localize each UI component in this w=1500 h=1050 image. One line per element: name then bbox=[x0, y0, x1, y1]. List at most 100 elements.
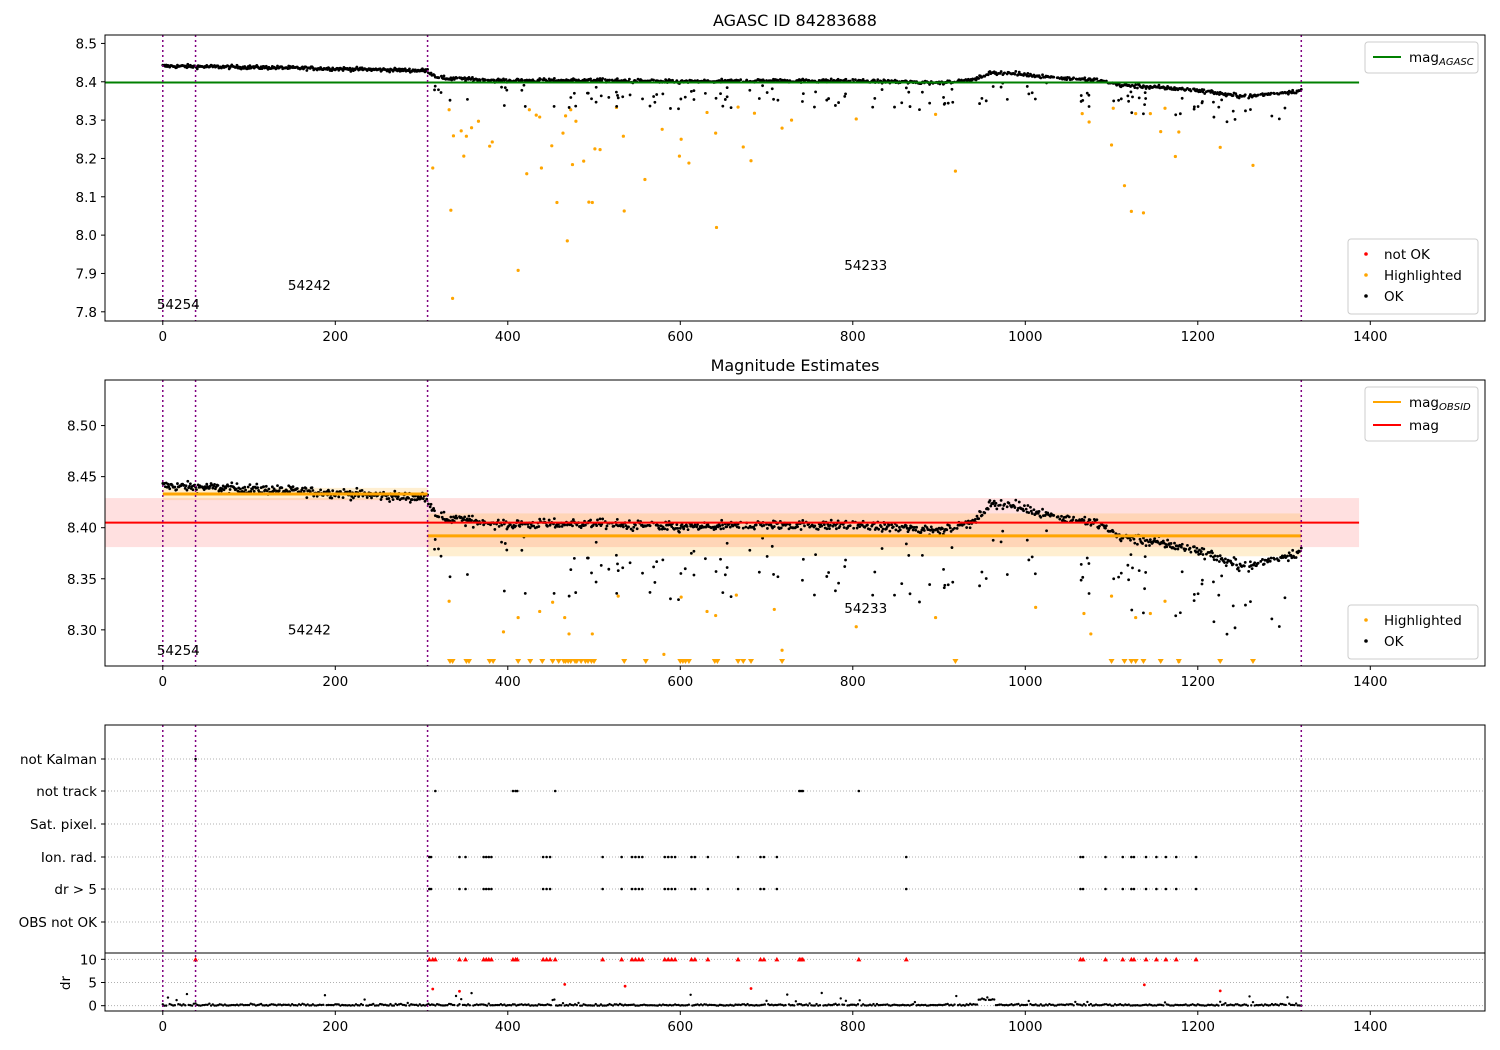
ok-point bbox=[496, 518, 500, 522]
flag-point bbox=[1121, 887, 1125, 891]
dr-point bbox=[813, 1004, 817, 1007]
dr-point bbox=[1224, 1001, 1227, 1005]
ok-point bbox=[980, 513, 984, 517]
ok-point bbox=[319, 488, 323, 492]
ok-point bbox=[166, 482, 170, 486]
dr-capped-marker bbox=[629, 956, 635, 962]
dr-point bbox=[458, 1003, 461, 1006]
dr-point bbox=[986, 996, 989, 999]
ok-point bbox=[1085, 91, 1089, 95]
ok-point bbox=[641, 571, 644, 575]
flag-point bbox=[487, 855, 491, 859]
legend-subscript: OBSID bbox=[1439, 402, 1471, 413]
x-tick-label: 400 bbox=[495, 1019, 521, 1035]
ok-point bbox=[734, 523, 737, 527]
flag-point bbox=[762, 887, 766, 891]
dr-point bbox=[175, 998, 178, 1002]
ok-point bbox=[558, 525, 561, 528]
obsid-label: 54242 bbox=[288, 278, 331, 294]
highlighted-point bbox=[516, 268, 520, 272]
ok-point bbox=[669, 597, 672, 601]
highlighted-point bbox=[780, 648, 784, 652]
y-tick-label: 8.2 bbox=[76, 151, 97, 167]
ok-point bbox=[571, 518, 575, 521]
dr-point bbox=[601, 1004, 604, 1007]
dr-point bbox=[598, 1004, 601, 1007]
ok-point bbox=[669, 107, 672, 110]
flag-point bbox=[511, 789, 515, 793]
dr-point bbox=[1248, 995, 1251, 998]
flag-point bbox=[541, 887, 545, 891]
ok-point bbox=[552, 76, 556, 80]
ok-point bbox=[365, 496, 369, 499]
ok-point bbox=[1119, 571, 1123, 575]
ok-point bbox=[682, 527, 686, 531]
dr-point bbox=[963, 1004, 967, 1007]
highlighted-point bbox=[490, 140, 494, 144]
dr-point bbox=[461, 1003, 465, 1007]
ok-point bbox=[1133, 86, 1137, 89]
y-tick-label: 8.0 bbox=[76, 228, 97, 244]
ok-point bbox=[975, 514, 979, 518]
ok-point bbox=[947, 524, 951, 527]
dr-point bbox=[872, 1002, 875, 1006]
ok-point bbox=[1212, 580, 1215, 584]
dr-point bbox=[648, 1004, 651, 1007]
ok-point bbox=[907, 90, 911, 94]
ok-point bbox=[851, 78, 855, 81]
flag-point bbox=[690, 887, 693, 891]
ok-point bbox=[655, 93, 659, 96]
ok-point bbox=[168, 487, 172, 491]
highlighted-point bbox=[527, 108, 531, 112]
ok-point bbox=[500, 540, 503, 544]
ok-point bbox=[464, 524, 467, 528]
ok-point bbox=[1098, 524, 1101, 528]
dr-point bbox=[625, 1004, 629, 1007]
below-range-marker bbox=[1249, 659, 1256, 664]
ok-point bbox=[695, 525, 699, 529]
flag-point bbox=[663, 855, 667, 859]
ok-point bbox=[455, 76, 459, 80]
below-range-marker bbox=[685, 659, 692, 664]
dr-point bbox=[213, 1004, 216, 1007]
legend-points-box bbox=[1347, 238, 1479, 315]
ok-point bbox=[1052, 514, 1056, 517]
dr-capped-marker bbox=[544, 956, 550, 962]
ok-point bbox=[737, 526, 741, 529]
dr-point bbox=[1112, 1004, 1115, 1007]
below-range-marker bbox=[748, 659, 755, 664]
dr-point bbox=[385, 1004, 389, 1007]
flag-point bbox=[1081, 855, 1085, 859]
ok-point bbox=[448, 575, 452, 579]
highlighted-point bbox=[705, 110, 709, 115]
ok-point bbox=[692, 89, 696, 93]
dr-point bbox=[932, 1003, 936, 1007]
highlighted-point bbox=[714, 131, 718, 135]
ok-point bbox=[676, 526, 680, 530]
below-range-marker bbox=[515, 659, 522, 664]
ok-point bbox=[616, 93, 619, 97]
dr-capped-marker bbox=[1143, 956, 1149, 962]
ok-point bbox=[1027, 74, 1031, 78]
ok-point bbox=[803, 524, 806, 528]
ok-point bbox=[1250, 567, 1254, 570]
dr-point bbox=[1022, 1003, 1025, 1007]
flag-point bbox=[620, 855, 623, 859]
dr-point bbox=[639, 1003, 642, 1007]
x-tick-label: 800 bbox=[840, 1019, 866, 1035]
highlighted-point bbox=[953, 169, 958, 173]
ok-point bbox=[718, 524, 722, 528]
flag-point bbox=[1174, 855, 1178, 859]
ok-point bbox=[978, 102, 981, 105]
ok-point bbox=[941, 527, 944, 531]
dr-capped-marker bbox=[514, 956, 520, 962]
ok-point bbox=[945, 528, 949, 532]
panel-magnitude-estimates: Magnitude Estimates 0 200 400 600 800 1000 120… bbox=[67, 356, 1486, 690]
ok-point bbox=[661, 92, 665, 96]
ok-point bbox=[497, 524, 501, 528]
highlighted-point bbox=[459, 129, 463, 133]
ok-point bbox=[942, 96, 945, 99]
ok-point bbox=[1180, 545, 1183, 549]
ok-point bbox=[586, 556, 590, 560]
below-range-marker bbox=[1217, 659, 1224, 664]
